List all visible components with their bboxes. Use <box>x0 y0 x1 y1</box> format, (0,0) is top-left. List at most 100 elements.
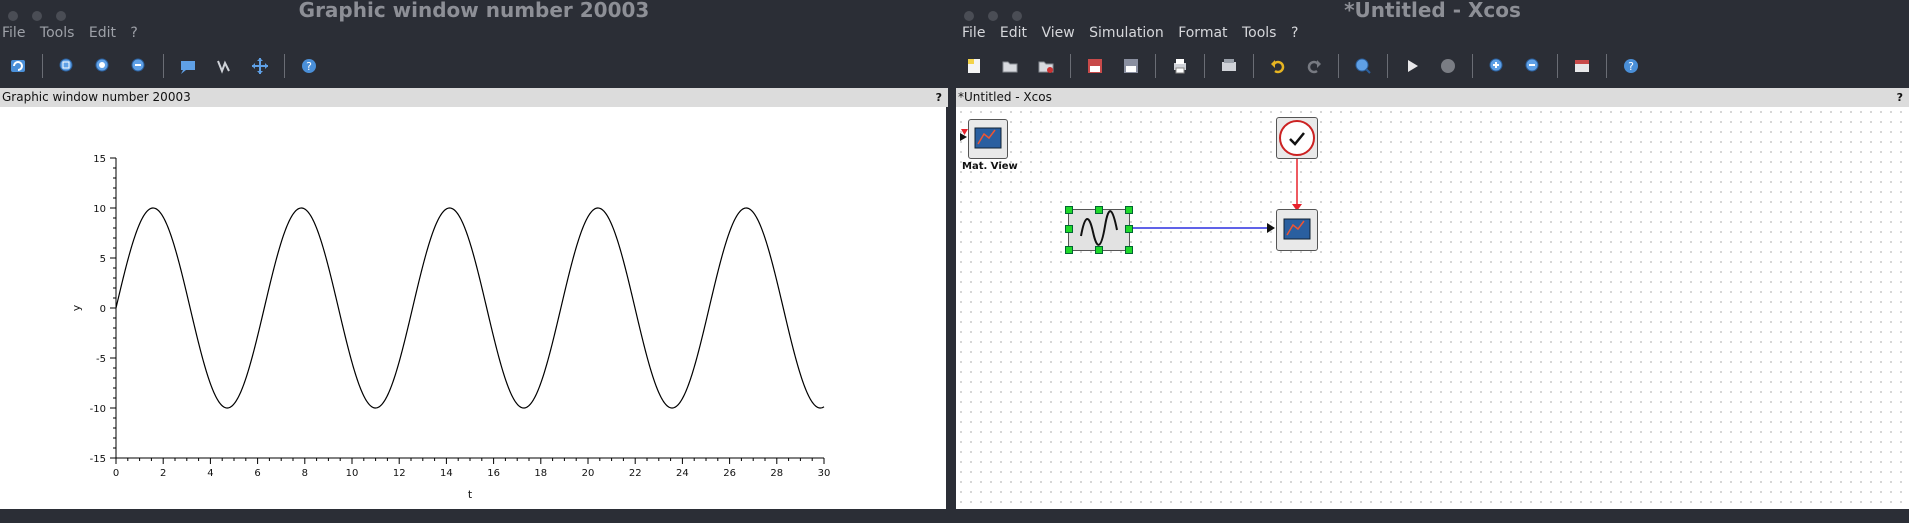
subheader-title: Graphic window number 20003 <box>2 90 191 104</box>
export-button[interactable] <box>1217 54 1241 78</box>
scope-block[interactable] <box>1276 209 1318 251</box>
y-tick-label: -15 <box>90 454 106 465</box>
rotate-icon <box>11 60 25 72</box>
x-tick-label: 22 <box>629 468 642 479</box>
y-tick-label: -10 <box>90 404 106 415</box>
open-in-folder-icon <box>1038 61 1054 73</box>
rotate-button[interactable] <box>6 54 30 78</box>
start-simulation-button[interactable] <box>1400 54 1424 78</box>
open-folder-icon <box>1002 61 1018 73</box>
zoom-in-icon <box>95 58 109 72</box>
svg-text:?: ? <box>1628 60 1634 73</box>
palette-browser-button[interactable] <box>1570 54 1594 78</box>
x-tick-label: 14 <box>440 468 453 479</box>
zoom-out-button[interactable] <box>127 54 151 78</box>
window-title: *Untitled - Xcos <box>1344 0 1521 22</box>
toolbar-separator <box>1606 54 1607 78</box>
toolbar: ? <box>956 48 1909 84</box>
datatip-icon <box>181 61 195 74</box>
menu-simulation[interactable]: Simulation <box>1089 25 1164 41</box>
plot-area[interactable]: 0 2 4 6 8 10 12 14 16 18 20 22 24 26 28 30 -15 -10 -5 0 5 10 1… <box>0 107 946 509</box>
window-title-bar[interactable]: Graphic window number 20003 <box>0 0 948 21</box>
selection-handle[interactable] <box>1125 206 1133 214</box>
diagram-canvas[interactable]: Mat. View <box>956 107 1909 509</box>
toolbar: ? <box>0 48 948 84</box>
minimize-window-button[interactable] <box>988 11 998 21</box>
pan-button[interactable] <box>248 54 272 78</box>
menu-tools[interactable]: Tools <box>39 25 75 41</box>
clock-block[interactable] <box>1276 117 1318 159</box>
zoom-region-button[interactable] <box>55 54 79 78</box>
sine-wave-icon <box>1080 210 1118 246</box>
selection-handle[interactable] <box>1125 225 1133 233</box>
redo-button[interactable] <box>1302 54 1326 78</box>
x-tick-label: 18 <box>534 468 547 479</box>
undo-button[interactable] <box>1266 54 1290 78</box>
toolbar-separator <box>42 54 43 78</box>
x-tick-label: 0 <box>113 468 119 479</box>
undo-icon <box>1271 60 1285 74</box>
menu-file[interactable]: File <box>2 25 26 41</box>
fit-diagram-icon <box>1355 58 1371 74</box>
help-button[interactable]: ? <box>1619 54 1643 78</box>
window-controls <box>8 4 80 24</box>
window-title-bar[interactable]: *Untitled - Xcos <box>956 0 1909 22</box>
close-window-button[interactable] <box>8 11 18 21</box>
zoom-out-button[interactable] <box>1521 54 1545 78</box>
menu-format[interactable]: Format <box>1178 25 1228 41</box>
subheader-help[interactable]: ? <box>1896 91 1903 104</box>
y-tick-label: 10 <box>93 204 106 215</box>
toolbar-separator <box>1204 54 1205 78</box>
fit-diagram-button[interactable] <box>1351 54 1375 78</box>
datatip-button[interactable] <box>176 54 200 78</box>
selection-handle[interactable] <box>1065 206 1073 214</box>
x-tick-label: 20 <box>582 468 595 479</box>
links-layer <box>960 129 1302 233</box>
menu-tools[interactable]: Tools <box>1241 25 1277 41</box>
export-icon <box>1222 59 1236 71</box>
help-button[interactable]: ? <box>297 54 321 78</box>
save-button[interactable] <box>1083 54 1107 78</box>
mat-view-block[interactable] <box>968 119 1008 159</box>
toolbar-separator <box>163 54 164 78</box>
zoom-in-button[interactable] <box>91 54 115 78</box>
menu-help[interactable]: ? <box>1290 25 1299 41</box>
open-in-button[interactable] <box>1034 54 1058 78</box>
x-tick-label: 2 <box>160 468 166 479</box>
print-button[interactable] <box>1168 54 1192 78</box>
xcos-window: *Untitled - Xcos File Edit View Simulati… <box>956 0 1909 523</box>
minimize-window-button[interactable] <box>32 11 42 21</box>
selection-handle[interactable] <box>1095 246 1103 254</box>
stop-simulation-button[interactable] <box>1436 54 1460 78</box>
selection-handle[interactable] <box>1125 246 1133 254</box>
x-tick-label: 10 <box>346 468 359 479</box>
subheader-help[interactable]: ? <box>935 91 942 104</box>
menu-edit[interactable]: Edit <box>88 25 116 41</box>
zoom-in-button[interactable] <box>1485 54 1509 78</box>
save-as-button[interactable] <box>1119 54 1143 78</box>
new-diagram-button[interactable] <box>962 54 986 78</box>
x-tick-label: 28 <box>770 468 783 479</box>
menu-edit[interactable]: Edit <box>999 25 1028 41</box>
selection-handle[interactable] <box>1095 206 1103 214</box>
close-window-button[interactable] <box>964 11 974 21</box>
edit-curve-button[interactable] <box>212 54 236 78</box>
menu-help[interactable]: ? <box>130 25 138 41</box>
selection-handle[interactable] <box>1065 246 1073 254</box>
selection-handle[interactable] <box>1065 225 1073 233</box>
open-button[interactable] <box>998 54 1022 78</box>
x-tick-label: 4 <box>207 468 213 479</box>
zoom-region-icon <box>59 58 73 72</box>
menu-file[interactable]: File <box>962 25 986 41</box>
menu-view[interactable]: View <box>1041 25 1075 41</box>
maximize-window-button[interactable] <box>56 11 66 21</box>
matview-input-arrow <box>960 133 967 141</box>
maximize-window-button[interactable] <box>1012 11 1022 21</box>
help-icon: ? <box>302 59 316 73</box>
sine-generator-block[interactable] <box>1068 209 1130 251</box>
x-tick-label: 16 <box>487 468 500 479</box>
x-tick-label: 6 <box>254 468 260 479</box>
redo-icon <box>1307 60 1321 74</box>
x-tick-label: 24 <box>676 468 689 479</box>
scope-icon <box>1283 218 1311 240</box>
